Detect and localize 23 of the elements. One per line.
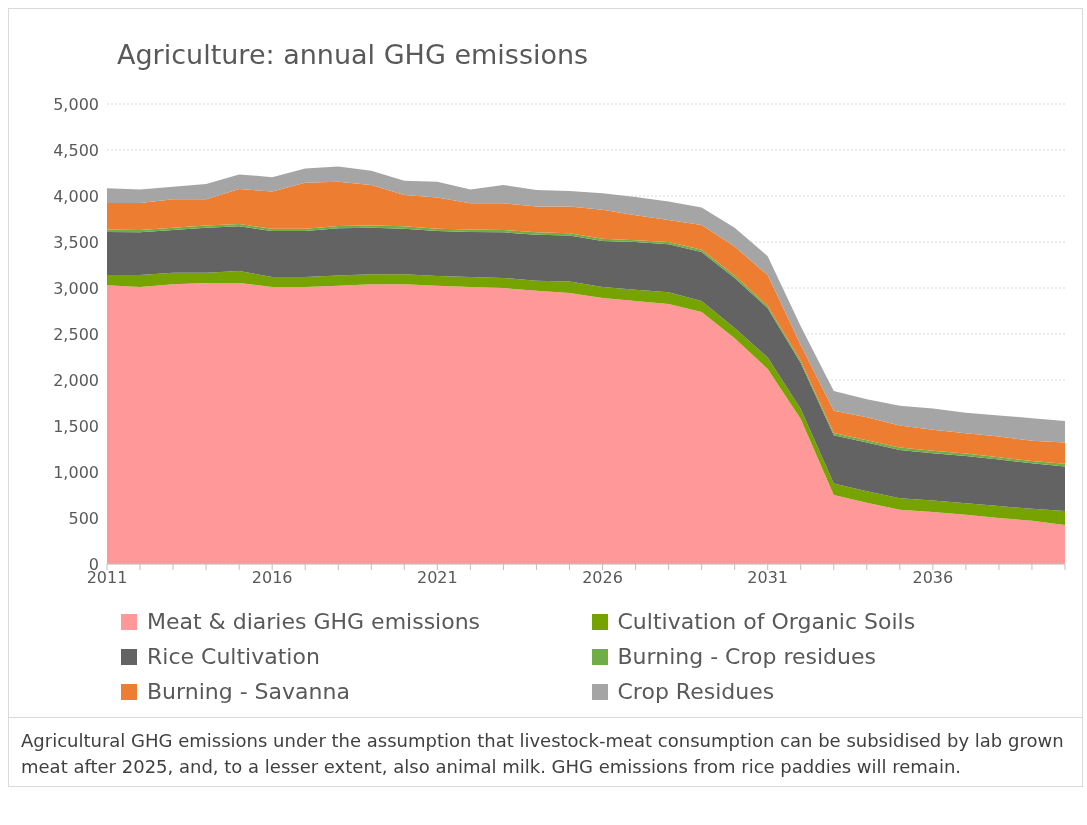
y-tick-label: 5,000 [53,94,99,114]
legend-label: Crop Residues [617,679,775,704]
y-tick-label: 1,500 [53,416,99,436]
text: Agricultural GHG emissions under the assumption that livestock-meat consumption can be subsidised by lab grown meat after 2025, and, to a lesser extent, also animal milk. GHG emissions from rice paddies will remain. [21,729,1065,779]
x-tick-label: 2021 [416,568,458,588]
y-tick-label: 3,500 [53,232,99,252]
chart-title: Agriculture: annual GHG emissions [116,38,590,72]
legend-label: Rice Cultivation [147,644,320,669]
y-tick-label: 2,000 [53,370,99,390]
x-tick-label: 2036 [912,568,954,588]
y-tick-label: 4,000 [53,186,99,206]
y-tick-label: 1,000 [53,462,99,482]
y-tick-label: 500 [68,508,99,528]
y-tick-label: 4,500 [53,140,99,160]
x-tick-label: 2016 [251,568,293,588]
y-tick-label: 3,000 [53,278,99,298]
legend-label: Burning - Crop residues [617,644,876,669]
legend-label: Burning - Savanna [147,679,350,704]
x-tick-label: 2031 [747,568,789,588]
y-tick-label: 2,500 [53,324,99,344]
legend-label: Cultivation of Organic Soils [617,609,916,634]
x-tick-label: 2026 [582,568,623,588]
legend-label: Meat & diaries GHG emissions [147,609,481,634]
